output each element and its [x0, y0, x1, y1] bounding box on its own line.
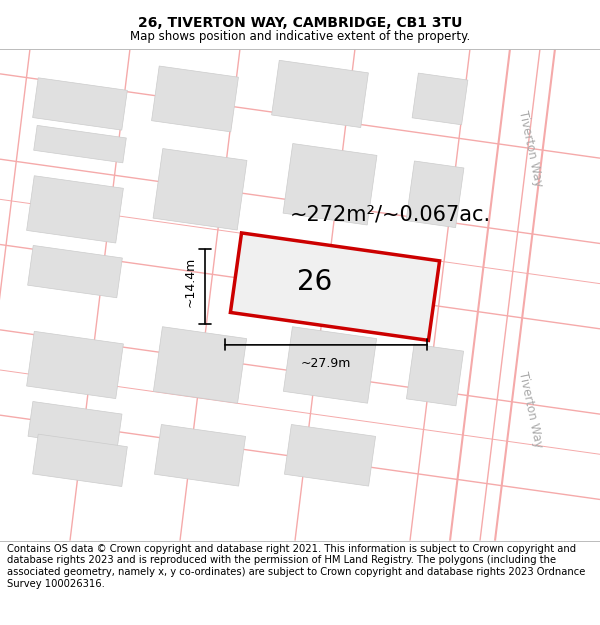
- Polygon shape: [412, 73, 468, 125]
- Polygon shape: [406, 161, 464, 228]
- Text: ~14.4m: ~14.4m: [184, 256, 197, 307]
- Polygon shape: [283, 144, 377, 225]
- Text: Map shows position and indicative extent of the property.: Map shows position and indicative extent…: [130, 30, 470, 43]
- Polygon shape: [153, 149, 247, 230]
- Text: Tiverton Way: Tiverton Way: [515, 110, 544, 189]
- Text: ~27.9m: ~27.9m: [301, 357, 351, 370]
- Text: Tiverton Way: Tiverton Way: [515, 371, 544, 449]
- Polygon shape: [26, 331, 124, 399]
- Polygon shape: [154, 424, 245, 486]
- Polygon shape: [272, 60, 368, 127]
- Text: 26, TIVERTON WAY, CAMBRIDGE, CB1 3TU: 26, TIVERTON WAY, CAMBRIDGE, CB1 3TU: [138, 16, 462, 29]
- Polygon shape: [34, 126, 127, 163]
- Polygon shape: [283, 327, 377, 403]
- Text: ~272m²/~0.067ac.: ~272m²/~0.067ac.: [289, 204, 491, 224]
- Polygon shape: [154, 327, 247, 403]
- Polygon shape: [230, 233, 440, 341]
- Polygon shape: [406, 344, 464, 406]
- Polygon shape: [32, 78, 127, 130]
- Text: Contains OS data © Crown copyright and database right 2021. This information is : Contains OS data © Crown copyright and d…: [7, 544, 586, 589]
- Polygon shape: [28, 246, 122, 298]
- Polygon shape: [32, 434, 127, 486]
- Polygon shape: [152, 66, 238, 132]
- Polygon shape: [28, 401, 122, 449]
- Polygon shape: [284, 424, 376, 486]
- Polygon shape: [26, 176, 124, 243]
- Text: 26: 26: [298, 268, 332, 296]
